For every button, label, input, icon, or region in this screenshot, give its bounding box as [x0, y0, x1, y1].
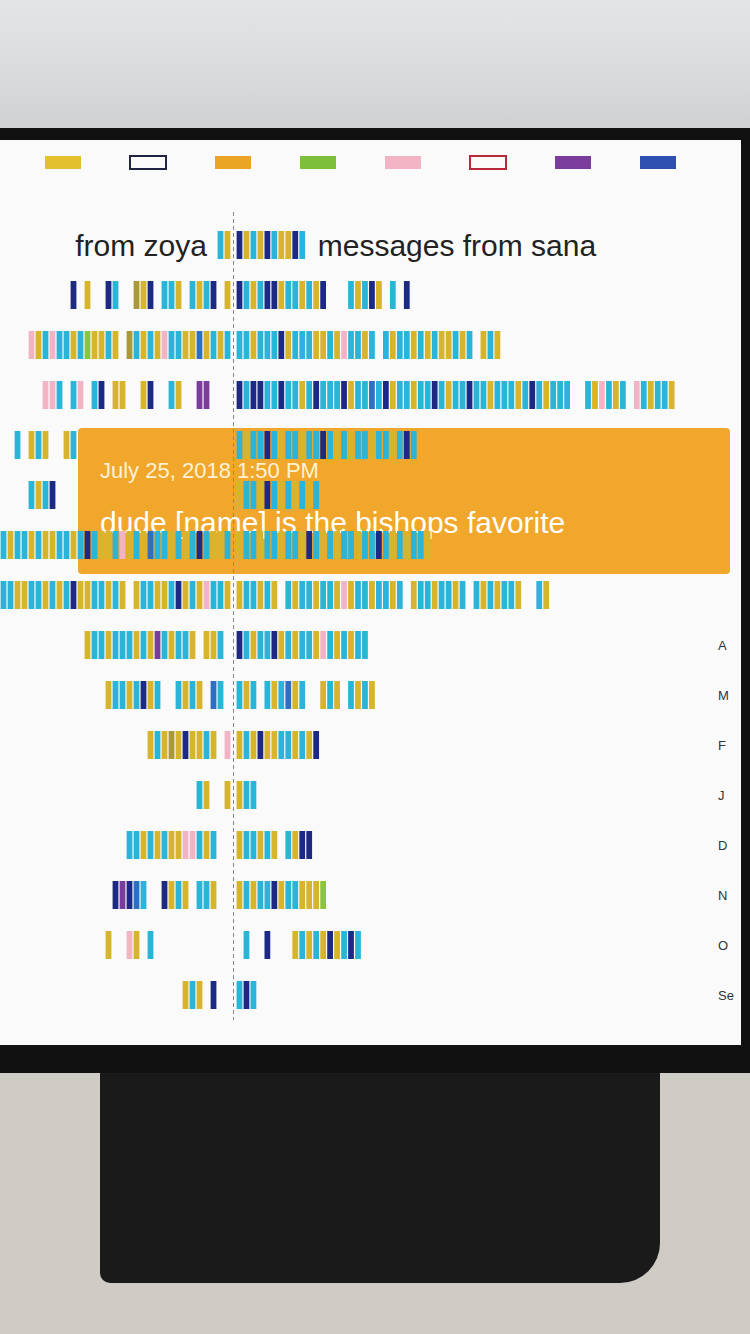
svg-text:N: N [718, 888, 727, 903]
svg-text:M: M [718, 688, 729, 703]
svg-text:D: D [718, 838, 727, 853]
svg-text:messages from sana: messages from sana [318, 229, 597, 262]
svg-text:O: O [718, 938, 728, 953]
svg-text:A: A [718, 638, 727, 653]
svg-text:from zoya: from zoya [75, 229, 207, 262]
svg-text:Se: Se [718, 988, 734, 1003]
svg-text:July 25, 2018 1:50 PM: July 25, 2018 1:50 PM [100, 458, 319, 483]
svg-text:J: J [718, 788, 725, 803]
svg-text:dude [name] is the bishops fav: dude [name] is the bishops favorite [100, 505, 566, 539]
svg-text:F: F [718, 738, 726, 753]
